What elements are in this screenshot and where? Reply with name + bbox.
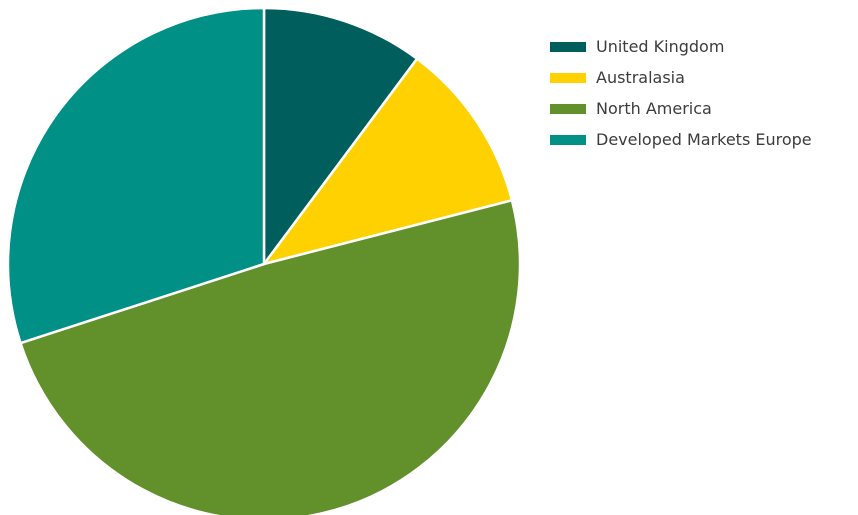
pie-slice-developed-markets-europe <box>6 6 266 345</box>
legend-item-developed-markets-europe: Developed Markets Europe <box>550 124 812 155</box>
legend-swatch <box>550 41 586 52</box>
legend-label: Developed Markets Europe <box>596 130 812 149</box>
pie-slices <box>6 6 522 515</box>
pie-slice-united-kingdom <box>262 6 419 266</box>
pie-slice-north-america <box>19 199 522 515</box>
pie-slice-australasia <box>262 57 514 266</box>
chart-legend: United Kingdom Australasia North America… <box>550 31 812 155</box>
legend-label: United Kingdom <box>596 37 725 56</box>
legend-item-australasia: Australasia <box>550 62 812 93</box>
legend-item-united-kingdom: United Kingdom <box>550 31 812 62</box>
legend-swatch <box>550 72 586 83</box>
legend-item-north-america: North America <box>550 93 812 124</box>
legend-label: Australasia <box>596 68 685 87</box>
legend-swatch <box>550 103 586 114</box>
legend-swatch <box>550 134 586 145</box>
legend-label: North America <box>596 99 712 118</box>
